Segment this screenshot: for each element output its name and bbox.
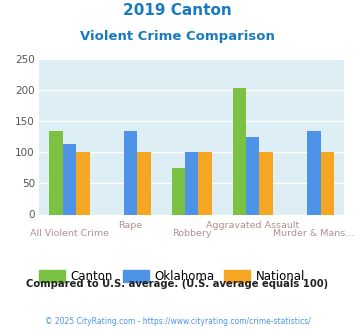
Bar bbox=[49, 131, 63, 214]
Text: © 2025 CityRating.com - https://www.cityrating.com/crime-statistics/: © 2025 CityRating.com - https://www.city… bbox=[45, 317, 310, 326]
Bar bbox=[76, 152, 90, 214]
Bar bbox=[321, 152, 334, 214]
Text: 2019 Canton: 2019 Canton bbox=[123, 3, 232, 18]
Text: Robbery: Robbery bbox=[172, 229, 212, 238]
Text: Aggravated Assault: Aggravated Assault bbox=[206, 221, 299, 230]
Bar bbox=[185, 152, 198, 214]
Bar bbox=[63, 145, 76, 214]
Bar bbox=[137, 152, 151, 214]
Text: All Violent Crime: All Violent Crime bbox=[30, 229, 109, 238]
Bar bbox=[233, 88, 246, 214]
Text: Rape: Rape bbox=[119, 221, 143, 230]
Bar bbox=[307, 131, 321, 214]
Text: Compared to U.S. average. (U.S. average equals 100): Compared to U.S. average. (U.S. average … bbox=[26, 279, 329, 289]
Bar bbox=[198, 152, 212, 214]
Text: Violent Crime Comparison: Violent Crime Comparison bbox=[80, 30, 275, 43]
Bar bbox=[260, 152, 273, 214]
Bar bbox=[246, 137, 260, 214]
Legend: Canton, Oklahoma, National: Canton, Oklahoma, National bbox=[39, 270, 305, 283]
Text: Murder & Mans...: Murder & Mans... bbox=[273, 229, 354, 238]
Bar bbox=[171, 168, 185, 214]
Bar bbox=[124, 131, 137, 214]
